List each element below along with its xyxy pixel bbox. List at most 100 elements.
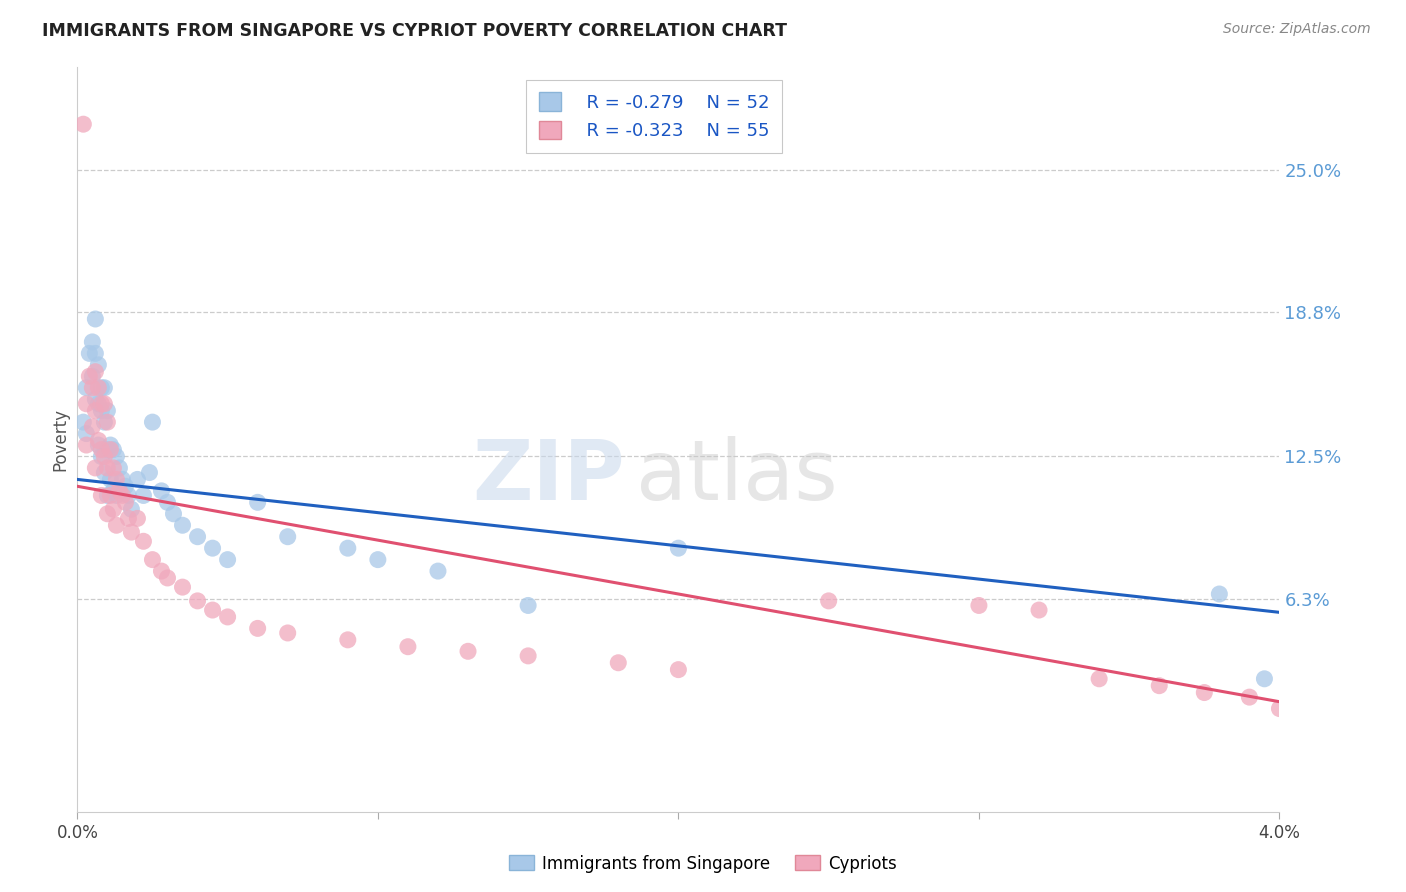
Point [84, 392, 107, 407]
Point [100, 442, 122, 457]
Text: IMMIGRANTS FROM SINGAPORE VS CYPRIOT POVERTY CORRELATION CHART: IMMIGRANTS FROM SINGAPORE VS CYPRIOT POV… [42, 22, 787, 40]
Point [82, 419, 104, 434]
Point [156, 495, 179, 509]
Point [84, 312, 107, 326]
Point [162, 507, 184, 521]
Point [141, 415, 163, 429]
Point [127, 511, 149, 525]
Y-axis label: Poverty: Poverty [51, 408, 69, 471]
Point [82, 369, 104, 384]
Point [100, 472, 122, 486]
Point [87, 438, 110, 452]
Text: Source: ZipAtlas.com: Source: ZipAtlas.com [1223, 22, 1371, 37]
Point [84, 461, 107, 475]
Point [90, 442, 112, 457]
Point [246, 495, 269, 509]
Point [217, 552, 239, 566]
Point [75, 438, 97, 452]
Point [103, 483, 125, 498]
Point [79, 346, 101, 360]
Point [75, 426, 97, 441]
Point [172, 518, 194, 533]
Point [93, 397, 115, 411]
Point [96, 488, 118, 502]
Point [111, 488, 134, 502]
Point [668, 663, 690, 677]
Point [93, 381, 115, 395]
Point [90, 450, 112, 464]
Point [132, 488, 155, 502]
Point [103, 442, 125, 457]
Point [105, 472, 128, 486]
Point [96, 415, 118, 429]
Point [96, 403, 118, 417]
Point [105, 518, 128, 533]
Point [120, 525, 142, 540]
Point [96, 461, 118, 475]
Point [84, 365, 107, 379]
Point [84, 346, 107, 360]
Point [75, 397, 97, 411]
Point [84, 403, 107, 417]
Point [138, 466, 160, 480]
Point [72, 117, 94, 131]
Point [103, 461, 125, 475]
Point [1253, 672, 1275, 686]
Point [120, 502, 142, 516]
Point [117, 488, 139, 502]
Point [87, 397, 110, 411]
Point [82, 334, 104, 349]
Point [105, 450, 128, 464]
Point [111, 472, 134, 486]
Point [90, 397, 112, 411]
Point [87, 381, 110, 395]
Point [367, 552, 389, 566]
Point [90, 403, 112, 417]
Point [1028, 603, 1050, 617]
Text: ZIP: ZIP [472, 436, 624, 517]
Point [277, 626, 299, 640]
Point [114, 479, 136, 493]
Point [1149, 679, 1171, 693]
Point [87, 434, 110, 448]
Point [117, 511, 139, 525]
Point [108, 483, 131, 498]
Point [75, 381, 97, 395]
Point [96, 442, 118, 457]
Point [141, 552, 163, 566]
Point [1239, 690, 1261, 705]
Point [517, 648, 540, 663]
Point [72, 415, 94, 429]
Point [187, 594, 209, 608]
Point [187, 530, 209, 544]
Point [1268, 701, 1291, 715]
Point [967, 599, 990, 613]
Point [87, 358, 110, 372]
Point [1208, 587, 1230, 601]
Legend: Immigrants from Singapore, Cypriots: Immigrants from Singapore, Cypriots [502, 848, 904, 880]
Point [172, 580, 194, 594]
Point [517, 599, 540, 613]
Point [93, 466, 115, 480]
Point [201, 541, 224, 556]
Legend:   R = -0.279    N = 52,   R = -0.323    N = 55: R = -0.279 N = 52, R = -0.323 N = 55 [526, 79, 782, 153]
Point [93, 450, 115, 464]
Point [668, 541, 690, 556]
Point [246, 621, 269, 635]
Point [82, 381, 104, 395]
Point [336, 541, 359, 556]
Point [150, 564, 173, 578]
Point [150, 483, 173, 498]
Point [396, 640, 419, 654]
Point [336, 632, 359, 647]
Point [100, 488, 122, 502]
Point [96, 507, 118, 521]
Point [427, 564, 450, 578]
Point [114, 495, 136, 509]
Point [105, 488, 128, 502]
Point [90, 488, 112, 502]
Point [277, 530, 299, 544]
Point [93, 415, 115, 429]
Point [103, 502, 125, 516]
Point [607, 656, 630, 670]
